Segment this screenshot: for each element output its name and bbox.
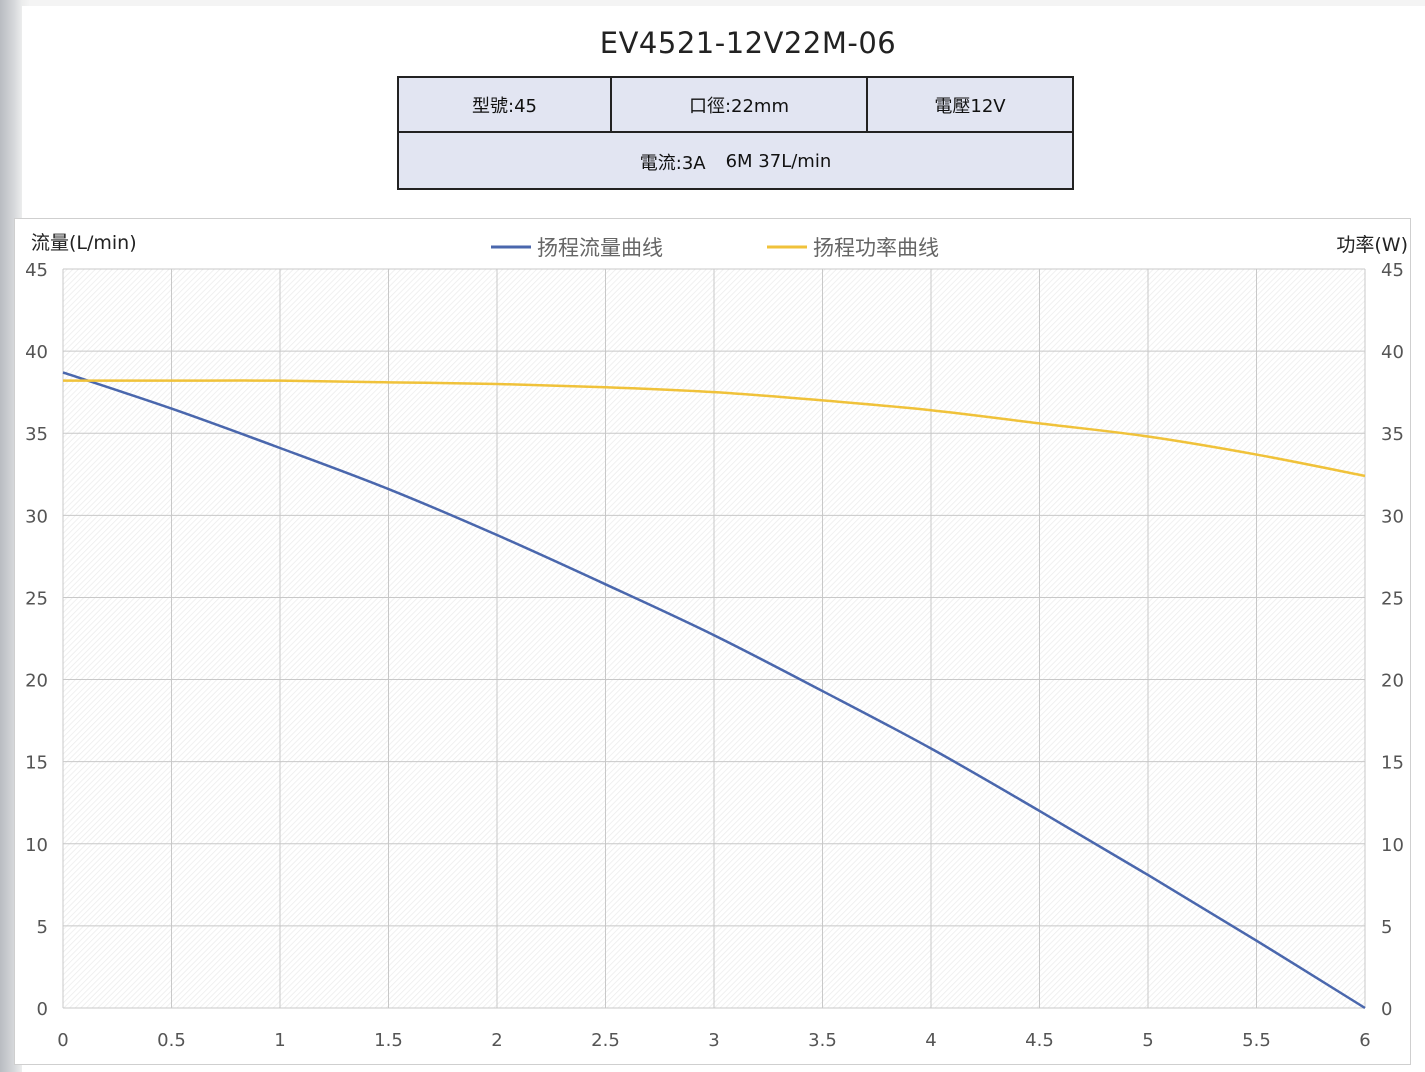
x-tick-label: 5	[1142, 1030, 1153, 1051]
tick-labels: 0 0.5 1 1.5 2 2.5 3 3.5 4 4.5 5 5.5 6051015202530354…	[25, 260, 1404, 1051]
y2-tick-label: 10	[1381, 835, 1404, 856]
x-tick-label: 1.5	[374, 1030, 403, 1051]
x-tick-label: 1	[274, 1030, 285, 1051]
y2-axis-label: 功率(W)	[1336, 234, 1408, 256]
x-tick-label: 5.5	[1242, 1030, 1271, 1051]
y-tick-label: 5	[37, 917, 48, 938]
legend: 扬程流量曲线 扬程功率曲线	[491, 236, 939, 260]
y2-tick-label: 15	[1381, 753, 1404, 774]
chart-title: EV4521-12V22M-06	[599, 26, 897, 60]
spec-voltage: 電壓12V	[934, 95, 1006, 117]
y2-tick-label: 40	[1381, 342, 1404, 363]
y-tick-label: 35	[25, 424, 48, 445]
x-tick-label: 2	[491, 1030, 502, 1051]
spec-flow: 6M 37L/min	[725, 151, 832, 172]
y-tick-label: 20	[25, 671, 48, 692]
y2-tick-label: 30	[1381, 506, 1404, 527]
legend-label-1: 扬程流量曲线	[537, 236, 663, 260]
legend-label-2: 扬程功率曲线	[813, 236, 939, 260]
x-tick-label: 6	[1359, 1030, 1370, 1051]
spec-row-1: 型號:45 口徑:22mm 電壓12V	[399, 78, 1072, 133]
x-tick-label: 4	[925, 1030, 936, 1051]
x-tick-label: 0	[57, 1030, 68, 1051]
y-tick-label: 15	[25, 753, 48, 774]
series-line-1	[62, 371, 1366, 1010]
y-tick-label: 10	[25, 835, 48, 856]
y2-tick-label: 0	[1381, 999, 1392, 1020]
y2-tick-label: 45	[1381, 260, 1404, 281]
y-tick-label: 0	[37, 999, 48, 1020]
y-axis-label: 流量(L/min)	[31, 232, 137, 254]
y2-tick-label: 5	[1381, 917, 1392, 938]
chart-container: 0 0.5 1 1.5 2 2.5 3 3.5 4 4.5 5 5.5 6 0 5 10 15 20 25 30 35 4…	[14, 218, 1411, 1065]
y-tick-label: 30	[25, 506, 48, 527]
x-tick-label: 4.5	[1025, 1030, 1054, 1051]
y2-tick-label: 25	[1381, 588, 1404, 609]
series-lines	[62, 371, 1366, 1010]
spec-diameter: 口徑:22mm	[612, 78, 868, 131]
y-tick-label: 25	[25, 588, 48, 609]
x-tick-label: 0.5	[157, 1030, 186, 1051]
x-tick-label: 2.5	[591, 1030, 620, 1051]
spec-current: 電流:3A	[639, 152, 706, 174]
y2-tick-label: 35	[1381, 424, 1404, 445]
y-tick-label: 40	[25, 342, 48, 363]
spec-row-2: 電流:3A 6M 37L/min	[399, 133, 1072, 190]
y2-tick-label: 20	[1381, 671, 1404, 692]
spec-table: 型號:45 口徑:22mm 電壓12V 電流:3A 6M 37L/min	[397, 76, 1074, 190]
y-tick-label: 45	[25, 260, 48, 281]
x-tick-label: 3.5	[808, 1030, 837, 1051]
chart-svg: 0 0.5 1 1.5 2 2.5 3 3.5 4 4.5 5 5.5 6051015202530354…	[25, 232, 1408, 1051]
series-line-2	[62, 379, 1366, 478]
spec-model: 型號:45	[399, 78, 612, 131]
x-tick-label: 3	[708, 1030, 719, 1051]
